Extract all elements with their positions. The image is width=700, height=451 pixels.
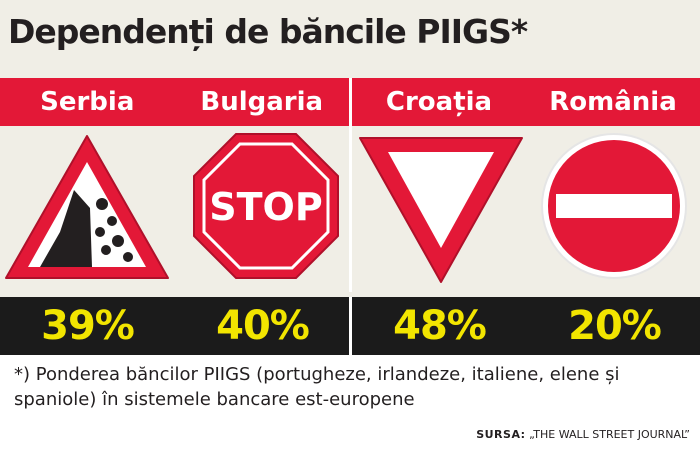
source-text: „THE WALL STREET JOURNAL” [525, 428, 690, 441]
percent-value: 39% [41, 303, 135, 349]
footnote: *) Ponderea băncilor PIIGS (portugheze, … [14, 364, 620, 410]
percent-value: 40% [216, 303, 310, 349]
country-label: România [549, 87, 677, 117]
yield-sign-icon [359, 137, 523, 283]
country-label: Serbia [40, 87, 135, 117]
percent-value: 48% [393, 303, 487, 349]
country-header-right: Croația România [352, 78, 700, 126]
source-label: SURSA: [476, 428, 526, 441]
traffic-signs-row: STOP [5, 133, 687, 283]
infographic-title: Dependenți de băncile PIIGS* [8, 12, 528, 51]
stop-sign-icon: STOP [193, 133, 339, 279]
country-header-left: Serbia Bulgaria [0, 78, 349, 126]
no-entry-sign-icon [541, 133, 687, 279]
column-divider [349, 297, 352, 355]
country-label: Croația [385, 87, 493, 117]
stop-sign-text: STOP [209, 185, 322, 229]
source-credit: SURSA: „THE WALL STREET JOURNAL” [476, 428, 690, 441]
falling-rocks-sign-icon [5, 135, 169, 279]
percent-value: 20% [568, 303, 662, 349]
column-divider [349, 78, 352, 292]
country-label: Bulgaria [200, 87, 324, 117]
